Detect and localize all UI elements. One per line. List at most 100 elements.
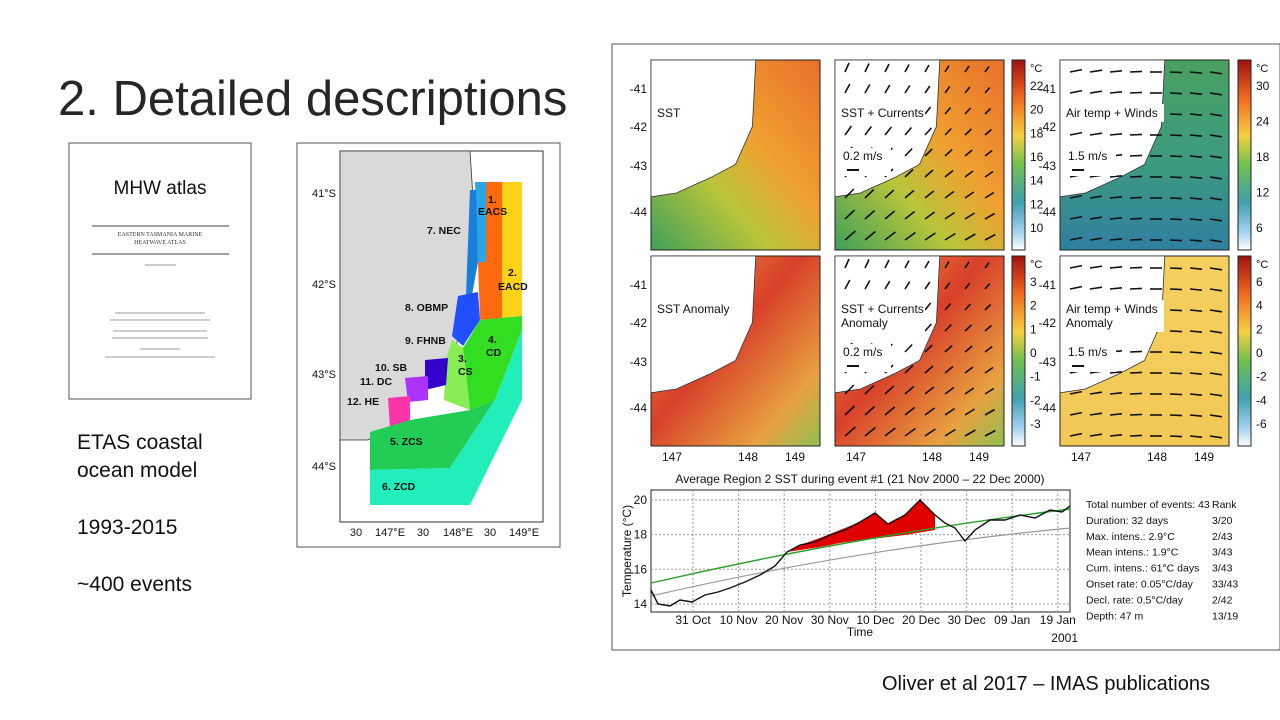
stat-text: Duration: 32 days [1086,515,1168,527]
colorbar-unit: °C [1256,63,1268,75]
stat-rank: 3/43 [1212,563,1233,575]
label-box [655,104,741,122]
vector-arrow [1129,175,1143,178]
vector-arrow [1109,70,1123,73]
stat-text: Total number of events: 43 [1086,499,1210,511]
stat-text: Decl. rate: 0.5°C/day [1086,594,1184,606]
vector-arrow [904,210,916,220]
colorbar-tick: -2 [1030,393,1041,407]
colorbar [1011,255,1026,447]
vector-arrow [924,281,931,290]
lat-tick: -44 [630,205,648,219]
ts-x-tick: 19 Jan [1040,613,1076,627]
vector-arrow [1129,133,1143,136]
vector-arrow [1189,239,1203,242]
vector-arrow [864,230,876,241]
stat-rank: 2/43 [1212,531,1233,543]
vector-arrow [864,405,876,416]
vector-arrow [1209,218,1223,222]
colorbar-tick: 18 [1256,150,1270,164]
vector-arrow [1209,71,1223,75]
note: ocean model [77,459,197,482]
vector-arrow [904,231,916,241]
vector-arrow [1129,350,1143,353]
vector-arrow [984,170,994,178]
vector-arrow [864,259,870,269]
panel-label: Air temp + Winds [1066,106,1158,120]
lat-label: 42°S [312,279,336,291]
region-label: 7. NEC [427,225,461,237]
lat-tick: -42 [630,316,648,330]
vector-arrow [984,303,992,311]
vector-arrow [1109,217,1123,220]
vector-arrow [884,259,890,269]
ts-x-tick: 31 Oct [675,613,711,627]
label-box [655,300,741,318]
vector-arrow [904,64,910,73]
lat-tick: -44 [630,401,648,415]
vector-arrow [864,126,873,136]
region-label: 4. [488,334,497,346]
vector-arrow [1069,215,1083,220]
vector-arrow [1209,330,1223,334]
vector-arrow [864,84,871,94]
ts-x-tick: 10 Nov [720,613,758,627]
lat-label: 43°S [312,369,336,381]
vector-arrow [1069,89,1083,94]
lon-tick: 149 [785,450,805,464]
ts-y-tick: 18 [634,528,648,542]
colorbar-tick: -1 [1030,370,1041,384]
vector-arrow [904,343,913,353]
colorbar-tick: 0 [1030,346,1037,360]
scale-box [1066,148,1116,176]
vector-arrow [944,261,950,269]
vector-arrow [1129,413,1143,416]
vector-arrow [1109,238,1123,241]
vector-arrow [1169,372,1183,375]
vector-arrow [964,282,971,290]
vector-arrow [924,407,936,416]
vector-arrow [1129,287,1143,290]
vector-arrow [984,262,990,269]
vector-arrow [944,407,956,416]
vector-arrow [924,127,932,136]
vector-arrow [964,65,970,73]
colorbar-tick: 2 [1256,322,1263,336]
colorbar-tick: 0 [1256,346,1263,360]
vector-arrow [1109,287,1123,290]
region [452,292,480,346]
vector-arrow [984,387,995,395]
vector-arrow [1109,434,1123,437]
vector-arrow [1169,218,1183,221]
vector-arrow [864,384,875,395]
vector-arrow [924,260,930,269]
region [370,400,495,470]
region [444,340,470,410]
vector-arrow [964,429,976,437]
colorbar-tick: 6 [1256,221,1263,235]
region [466,190,478,295]
region-label: 2. [508,267,517,279]
vector-arrow [1209,197,1223,201]
panel-label: Anomaly [841,316,888,330]
vector-arrow [1109,175,1123,178]
vector-arrow [904,85,911,94]
colorbar-tick: -3 [1030,417,1041,431]
panel-label: SST + Currents [841,302,924,316]
vector-arrow [1109,413,1123,416]
ts-x-tick: 30 Dec [948,613,986,627]
vector-arrow [964,345,973,353]
lon-tick: 147 [846,450,866,464]
vector-arrow [1169,113,1183,116]
colorbar-tick: 1 [1030,322,1037,336]
colorbar-tick: 10 [1030,221,1044,235]
vector-arrow [924,428,936,437]
colorbar-tick: 30 [1256,79,1270,93]
vector-arrow [964,128,972,136]
vector-arrow [964,408,976,416]
region [463,316,522,410]
vector-arrow [964,387,975,395]
vector-arrow [944,323,952,332]
cover-title: MHW atlas [114,178,207,199]
vector-arrow [944,86,951,94]
